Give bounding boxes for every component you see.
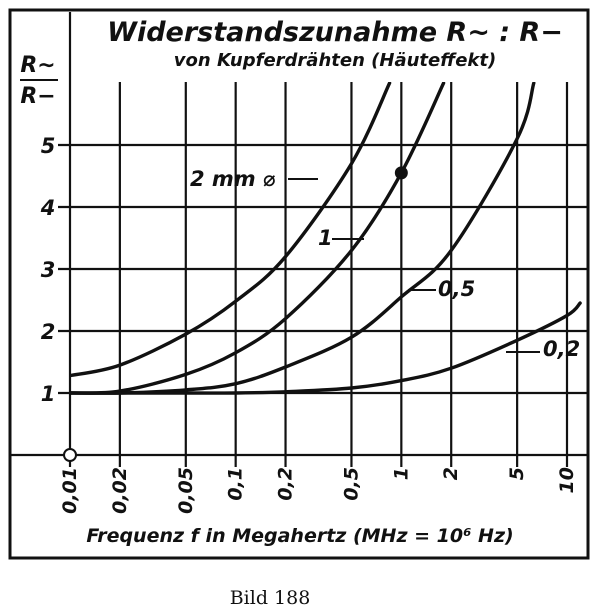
series-label-0-5mm: 0,5	[438, 277, 475, 301]
y-axis-label-numerator: R∼	[20, 53, 55, 78]
x-tick-label: 1	[390, 467, 412, 480]
series-0-2mm-curve	[70, 301, 582, 395]
y-tick-label: 3	[41, 258, 56, 282]
labels: 0,01 0,02 0,05 0,1 0,2 0,5 1 2 5 10 1 2 3 4 5 2 mm ⌀ 1 0,…	[40, 134, 581, 514]
series-label-2mm: 2 mm ⌀	[190, 167, 276, 191]
figure-caption: Bild 188	[230, 587, 311, 609]
x-axis-label: Frequenz f in Megahertz (MHz = 10⁶ Hz)	[86, 525, 513, 547]
x-tick-label: 0,5	[340, 467, 362, 501]
x-tick-label: 2	[440, 467, 462, 480]
y-tick-label: 2	[41, 320, 56, 344]
y-tick-label: 4	[40, 196, 56, 220]
y-tick-label: 5	[41, 134, 56, 158]
x-tick-label: 0,02	[109, 467, 131, 514]
x-tick-label: 0,1	[225, 467, 247, 501]
x-tick-label: 0,05	[175, 467, 197, 514]
chart-frame	[8, 8, 590, 560]
series-label-1mm: 1	[318, 226, 333, 250]
x-tick-label: 0,2	[275, 467, 297, 501]
origin-marker	[63, 448, 77, 462]
series-2mm-curve	[70, 81, 392, 378]
x-tick-label: 10	[556, 467, 578, 493]
chart-title: Widerstandszunahme R∼ : R−	[107, 17, 563, 48]
series-1mm-curve	[70, 81, 446, 395]
y-axis-label-denominator: R−	[20, 84, 55, 109]
marked-data-point	[394, 166, 408, 180]
x-tick-label: 5	[506, 467, 528, 480]
series-label-0-2mm: 0,2	[543, 337, 580, 361]
x-tick-label: 0,01	[59, 467, 81, 514]
title-box-background	[78, 12, 586, 82]
y-tick-label: 1	[41, 382, 56, 406]
chart-subtitle: von Kupferdrähten (Häuteffekt)	[174, 50, 496, 71]
